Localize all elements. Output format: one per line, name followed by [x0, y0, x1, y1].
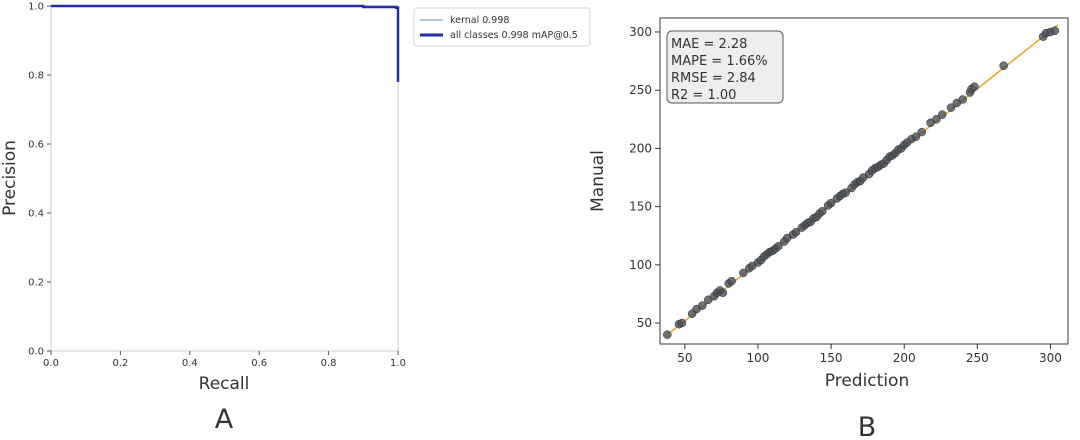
scatter-point-65: [932, 115, 941, 124]
pr-x-tick-label-4: 0.8: [321, 358, 337, 369]
scatter-point-0: [663, 330, 672, 339]
scatter-x-tick-label-0: 50: [677, 351, 692, 365]
pr-x-tick-label-3: 0.6: [251, 358, 267, 369]
pr-x-tick-label-5: 1.0: [390, 358, 406, 369]
scatter-y-tick-label-2: 150: [629, 200, 652, 214]
scatter-x-tick-label-4: 250: [966, 351, 989, 365]
scatter-y-tick-label-1: 100: [629, 258, 652, 272]
pr-y-axis-label: Precision: [0, 140, 20, 216]
scatter-point-69: [958, 95, 967, 104]
scatter-point-73: [999, 61, 1008, 70]
scatter-plot-frame: [659, 17, 1069, 345]
scatter-point-41: [841, 188, 850, 197]
pr-y-tick-label-4: 0.8: [28, 71, 44, 82]
scatter-points: [663, 26, 1060, 339]
pr-curve-kernal: [51, 5, 399, 82]
pr-legend: kernal 0.998 all classes 0.998 mAP@0.5: [413, 7, 591, 47]
panel-label-a: A: [215, 404, 234, 435]
scatter-y-ticks: 50 100 150 200 250 300: [629, 25, 660, 330]
scatter-x-tick-label-2: 150: [820, 351, 843, 365]
scatter-x-tick-label-5: 300: [1039, 351, 1062, 365]
pr-series: [51, 4, 400, 82]
pr-y-tick-label-1: 0.2: [28, 278, 44, 289]
stat-rmse: RMSE = 2.84: [671, 71, 756, 86]
scatter-point-27: [791, 227, 801, 237]
scatter-point-35: [818, 207, 827, 216]
scatter-x-axis-label: Prediction: [825, 371, 909, 391]
stats-box: MAE = 2.28 MAPE = 1.66% RMSE = 2.84 R2 =…: [666, 30, 784, 104]
legend-label-all-classes: all classes 0.998 mAP@0.5: [450, 30, 578, 41]
stat-mae: MAE = 2.28: [671, 37, 747, 52]
scatter-y-tick-label-5: 300: [629, 25, 652, 39]
scatter-x-ticks: 50 100 150 200 250 300: [677, 344, 1062, 365]
scatter-point-2: [677, 318, 687, 328]
pr-curve-panel: 0.0 0.2 0.4 0.6 0.8 1.0 0.0 0.2 0.4 0.6 0.8 1.0 Re…: [0, 2, 591, 435]
pr-y-tick-label-0: 0.0: [28, 347, 44, 358]
scatter-point-67: [946, 103, 956, 112]
pr-x-axis-label: Recall: [199, 374, 250, 394]
pr-y-ticks: 0.0 0.2 0.4 0.6 0.8 1.0: [28, 2, 51, 358]
scatter-y-tick-label-0: 50: [637, 316, 652, 330]
stat-mape: MAPE = 1.66%: [671, 54, 768, 69]
pr-x-tick-label-2: 0.4: [182, 358, 198, 369]
pr-legend-box: [413, 7, 591, 47]
scatter-point-62: [911, 132, 921, 142]
scatter-point-23: [774, 241, 783, 251]
scatter-point-63: [917, 127, 927, 137]
pr-y-tick-label-3: 0.6: [28, 140, 44, 151]
scatter-point-12: [727, 276, 736, 286]
scatter-point-72: [970, 82, 979, 91]
scatter-x-tick-label-1: 100: [747, 351, 770, 365]
pr-y-tick-label-5: 1.0: [28, 2, 44, 13]
scatter-point-5: [698, 301, 707, 310]
panel-label-b: B: [858, 412, 877, 440]
scatter-point-66: [937, 110, 947, 119]
scatter-y-tick-label-3: 200: [629, 141, 652, 155]
scatter-point-77: [1050, 26, 1060, 36]
stats-box-background: [666, 30, 784, 104]
legend-label-kernal: kernal 0.998: [450, 15, 509, 26]
scatter-point-37: [826, 198, 836, 208]
pr-plot-frame: [50, 5, 399, 352]
scatter-point-13: [739, 268, 748, 278]
stat-r2: R2 = 1.00: [671, 88, 736, 103]
pr-x-ticks: 0.0 0.2 0.4 0.6 0.8 1.0: [43, 351, 406, 369]
scatter-y-axis-label: Manual: [588, 150, 608, 212]
scatter-panel: 50 100 150 200 250 300 50 100 150 200 250 300 MAE …: [588, 17, 1069, 440]
pr-x-tick-label-0: 0.0: [43, 358, 59, 369]
scatter-point-10: [718, 288, 728, 298]
pr-y-tick-label-2: 0.4: [28, 209, 44, 220]
pr-x-tick-label-1: 0.2: [112, 358, 128, 369]
pr-curve-all-classes: [51, 4, 400, 82]
scatter-y-tick-label-4: 250: [629, 83, 652, 97]
scatter-x-tick-label-3: 200: [893, 351, 916, 365]
